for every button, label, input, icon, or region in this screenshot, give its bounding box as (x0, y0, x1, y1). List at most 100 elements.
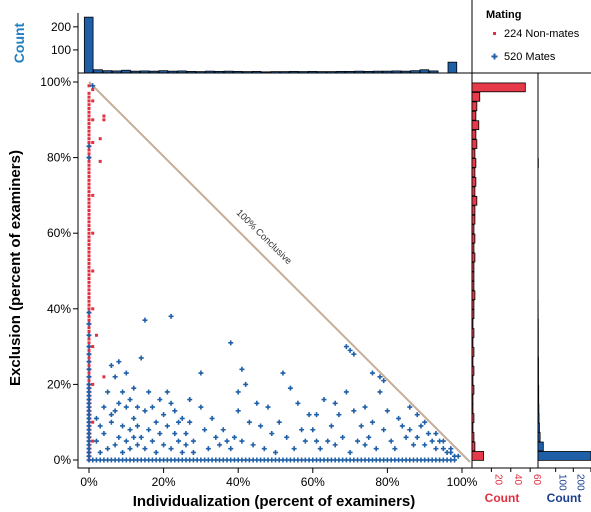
nonmates-histogram-bar (471, 186, 476, 197)
nonmate-point (87, 303, 91, 307)
nonmate-point (87, 261, 91, 265)
mates-histogram-bar (537, 441, 544, 452)
nonmates-histogram-bar (471, 441, 476, 452)
mate-point (425, 431, 431, 437)
mate-point (433, 446, 439, 452)
mate-point (347, 449, 353, 455)
nonmate-point (87, 163, 91, 167)
nonmate-point (87, 91, 91, 95)
mates-histogram-bar (537, 356, 539, 367)
mate-point (120, 389, 126, 395)
mates-histogram-bar (537, 384, 540, 395)
nonmate-point (87, 193, 91, 197)
mate-point (384, 408, 390, 414)
mate-point (120, 423, 126, 429)
nonmate-point (87, 205, 91, 209)
nonmate-point (87, 114, 91, 118)
nonmate-point (87, 239, 91, 243)
nonmate-point (98, 137, 102, 141)
nonmate-point (87, 118, 91, 122)
mate-point (250, 442, 256, 448)
y-tick-label: 100% (40, 75, 71, 89)
mates-histogram-bar (537, 375, 539, 386)
mate-point (302, 438, 308, 444)
nonmate-point (87, 326, 91, 330)
mate-point (422, 442, 428, 448)
nonmates-histogram-bar (471, 214, 476, 225)
nonmates-histogram-bar (471, 252, 476, 263)
mate-point (183, 442, 189, 448)
nonmate-point (87, 220, 91, 224)
mate-point (108, 419, 114, 425)
mate-point (168, 446, 174, 452)
x-tick-label: 60% (301, 475, 325, 489)
right-histogram-mates-ticks: 100200300 (555, 468, 591, 491)
mate-point (179, 415, 185, 421)
nonmate-point (87, 273, 91, 277)
mate-point (138, 434, 144, 440)
nonmates-histogram-bar (471, 280, 475, 291)
scatter-plot: 100% Conclusive 0% 20% 40% 60% 80% 100% 0% 20% 4… (7, 72, 478, 510)
mate-point (325, 438, 331, 444)
mate-point (138, 355, 144, 361)
nonmate-point (87, 182, 91, 186)
nonmate-point (87, 171, 91, 175)
x-tick-label: 0% (80, 475, 98, 489)
mate-point (86, 366, 92, 372)
nonmate-point (87, 197, 91, 201)
mate-point (153, 419, 159, 425)
mate-point (127, 446, 133, 452)
mate-point (134, 404, 140, 410)
mate-point (108, 363, 114, 368)
mates-histogram-bar (537, 422, 540, 433)
nonmate-point (87, 178, 91, 182)
nonmates-histogram-bar (471, 205, 476, 216)
top-histogram-tick-label: 200 (51, 20, 71, 34)
nonmate-point (87, 371, 91, 375)
mate-point (90, 83, 96, 89)
top-histogram-bar (83, 16, 94, 74)
legend-nonmates-label: 224 Non-mates (504, 28, 580, 40)
nonmates-histogram-bar (471, 328, 475, 338)
nonmates-histogram-bar (471, 290, 476, 301)
mate-point (403, 434, 409, 440)
mate-point (235, 389, 241, 395)
mate-point (101, 431, 107, 437)
right-histogram-mates-bars (537, 158, 591, 461)
mate-point (149, 438, 155, 444)
nonmates-histogram-bar (471, 233, 476, 244)
nonmate-point (102, 375, 106, 379)
nonmate-point (102, 114, 106, 118)
legend-title: Mating (486, 9, 521, 21)
mate-point (105, 446, 111, 452)
mates-histogram-bar (537, 451, 591, 461)
mate-point (86, 155, 92, 161)
mates-histogram-tick-label: 200 (574, 474, 585, 491)
nonmate-point (91, 193, 95, 197)
mate-point (123, 438, 129, 444)
nonmates-histogram-bar (471, 394, 474, 405)
mate-point (287, 385, 293, 391)
top-histogram-bars (83, 16, 458, 74)
nonmate-point (87, 140, 91, 144)
nonmates-histogram-bar (471, 299, 475, 310)
mate-point (269, 431, 275, 437)
nonmate-point (87, 364, 91, 367)
mate-point (310, 427, 316, 433)
nonmates-histogram-bar (471, 422, 474, 433)
mate-point (146, 389, 152, 395)
mate-point (105, 389, 111, 395)
mate-point (276, 419, 282, 425)
mate-point (112, 374, 118, 380)
mate-point (224, 438, 230, 444)
right-histogram-nonmates-count-label: Count (485, 491, 520, 505)
legend: Mating 224 Non-mates 520 Mates (471, 0, 591, 74)
mate-point (358, 423, 364, 429)
mate-point (86, 344, 92, 350)
mate-point (228, 340, 234, 346)
mate-point (295, 400, 301, 406)
mate-point (164, 423, 170, 429)
nonmate-point (87, 224, 91, 228)
nonmate-point (87, 243, 91, 247)
